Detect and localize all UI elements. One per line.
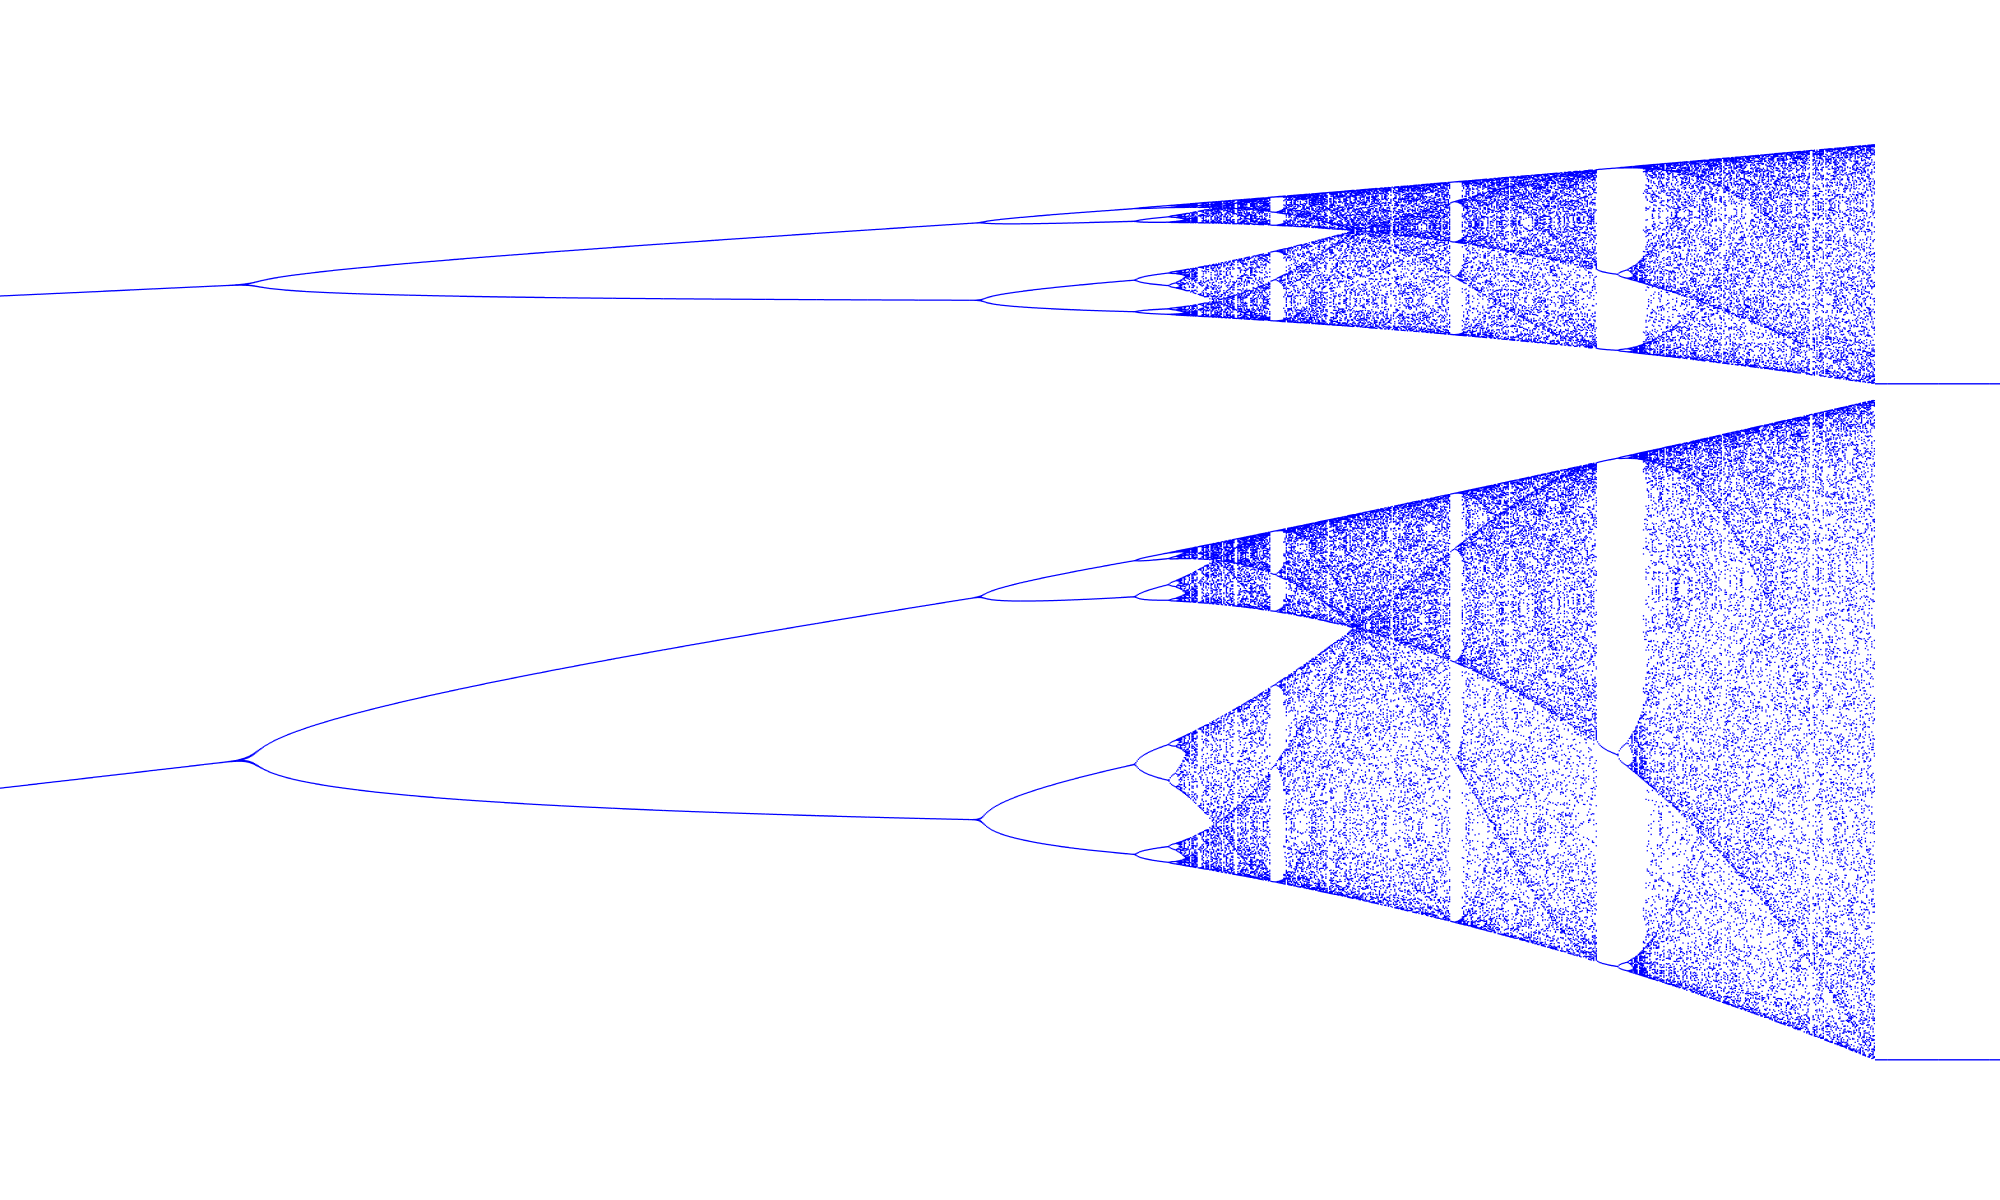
orbit-points	[1428, 179, 1480, 338]
orbit-points	[1173, 541, 1225, 873]
orbit-points	[1173, 200, 1225, 319]
orbit-points	[51, 290, 103, 295]
orbit-points	[408, 688, 460, 801]
orbit-points	[1377, 498, 1429, 917]
orbit-points	[1530, 465, 1582, 958]
orbit-points	[1377, 183, 1429, 334]
orbit-points	[1632, 161, 1684, 359]
orbit-points	[1836, 399, 1888, 1061]
orbit-points	[1530, 170, 1582, 348]
orbit-points	[459, 254, 511, 298]
orbit-points	[1989, 1059, 2000, 1061]
orbit-points	[1326, 187, 1378, 329]
lower-attractor	[0, 399, 2000, 1061]
orbit-points	[1938, 383, 1990, 385]
upper-attractor	[0, 144, 2000, 385]
orbit-points	[1989, 383, 2000, 385]
orbit-points	[1887, 1059, 1939, 1061]
orbit-points	[102, 288, 154, 292]
orbit-points	[1224, 530, 1276, 883]
orbit-points	[1224, 196, 1276, 322]
orbit-points	[1581, 165, 1633, 354]
orbit-points	[1734, 419, 1786, 1026]
orbit-points	[0, 781, 52, 789]
orbit-points	[1836, 144, 1888, 385]
orbit-points	[1938, 1059, 1990, 1061]
orbit-points	[1479, 476, 1531, 943]
orbit-points	[153, 764, 205, 772]
orbit-points	[1632, 442, 1684, 990]
orbit-points	[204, 752, 256, 766]
orbit-points	[1581, 454, 1633, 974]
orbit-points	[1479, 175, 1531, 343]
orbit-points	[1683, 156, 1735, 366]
orbit-points	[1734, 152, 1786, 372]
orbit-points	[306, 267, 358, 295]
orbit-points	[153, 285, 205, 290]
orbit-points	[1428, 487, 1480, 930]
orbit-points	[408, 258, 460, 297]
orbit-points	[1326, 509, 1378, 905]
orbit-points	[204, 281, 256, 288]
orbit-points	[306, 712, 358, 791]
orbit-points	[1785, 147, 1837, 379]
orbit-points	[1785, 408, 1837, 1045]
orbit-points	[255, 727, 307, 783]
orbit-points	[102, 769, 154, 777]
orbit-points	[0, 293, 52, 297]
orbit-points	[1887, 383, 1939, 385]
orbit-points	[51, 775, 103, 783]
